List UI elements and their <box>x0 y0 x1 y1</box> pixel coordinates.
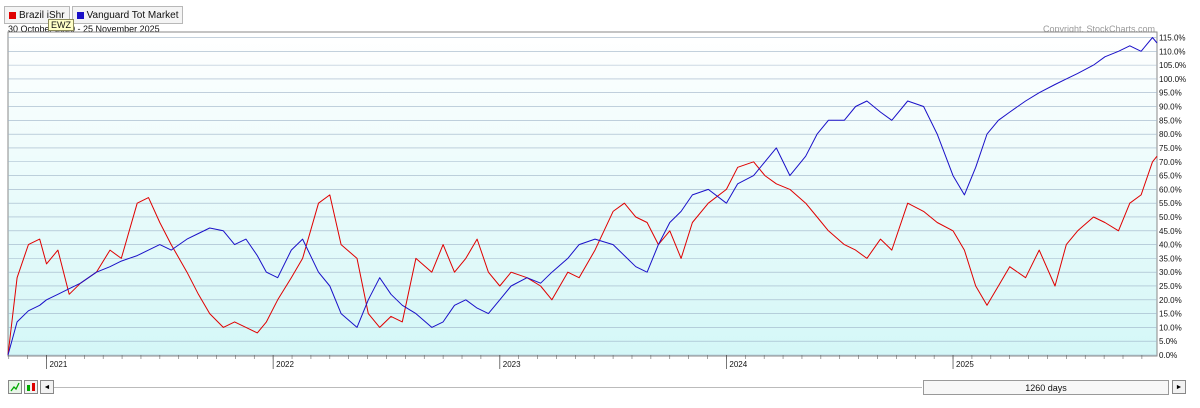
y-axis: 0.0% 5.0% 10.0% 15.0% 20.0% 25.0% 30.0% 35.0% 40… <box>1159 34 1186 360</box>
period-label: 1260 days <box>1025 382 1067 393</box>
y-tick-label: 5.0% <box>1159 337 1177 346</box>
y-tick-label: 100.0% <box>1159 75 1186 84</box>
y-tick-label: 75.0% <box>1159 144 1182 153</box>
y-tick-label: 40.0% <box>1159 241 1182 250</box>
scroll-left-button[interactable]: ◄ <box>40 380 54 394</box>
y-tick-label: 50.0% <box>1159 213 1182 222</box>
symbol-tooltip: EWZ <box>48 19 74 31</box>
y-tick-label: 110.0% <box>1159 47 1186 56</box>
bar-chart-icon <box>27 383 35 391</box>
x-axis: 2021 2022 2023 2024 2025 <box>8 355 1143 369</box>
series-lines <box>7 37 1158 356</box>
period-slider[interactable]: 1260 days <box>923 380 1169 395</box>
x-tick-label: 2022 <box>276 360 294 369</box>
bottom-toolbar: ◄ 1260 days ► <box>0 376 1200 400</box>
legend: Brazil iShr Vanguard Tot Market <box>4 6 184 24</box>
y-tick-label: 25.0% <box>1159 282 1182 291</box>
scroll-track[interactable] <box>54 387 922 388</box>
y-tick-label: 85.0% <box>1159 116 1182 125</box>
y-tick-label: 90.0% <box>1159 103 1182 112</box>
y-tick-label: 45.0% <box>1159 227 1182 236</box>
y-tick-label: 30.0% <box>1159 268 1182 277</box>
copyright-text: Copyright, StockCharts.com <box>1042 24 1155 34</box>
legend-swatch-brazil <box>9 11 16 19</box>
y-tick-label: 20.0% <box>1159 296 1182 305</box>
y-tick-label: 105.0% <box>1159 61 1186 70</box>
legend-label-vanguard: Vanguard Tot Market <box>86 9 179 21</box>
scroll-right-button[interactable]: ► <box>1172 380 1186 394</box>
performance-chart: 0.0% 5.0% 10.0% 15.0% 20.0% 25.0% 30.0% 35.0% 40… <box>7 31 1186 369</box>
y-tick-label: 15.0% <box>1159 310 1182 319</box>
chart-type-line-button[interactable] <box>8 380 22 394</box>
series-line-vanguard <box>7 37 1158 356</box>
x-tick-label: 2024 <box>729 360 747 369</box>
chart-type-bar-button[interactable] <box>24 380 38 394</box>
x-tick-label: 2021 <box>50 360 68 369</box>
legend-item-vanguard[interactable]: Vanguard Tot Market <box>71 6 184 24</box>
y-tick-label: 10.0% <box>1159 323 1182 332</box>
x-tick-label: 2025 <box>956 360 974 369</box>
plot-background <box>7 31 1158 357</box>
y-tick-label: 70.0% <box>1159 158 1182 167</box>
legend-swatch-vanguard <box>76 11 84 19</box>
scroll-right-icon: ► <box>1175 383 1183 391</box>
line-chart-icon <box>10 382 20 392</box>
legend-label-brazil: Brazil iShr <box>19 9 65 21</box>
y-tick-label: 95.0% <box>1159 89 1182 98</box>
scroll-left-icon: ◄ <box>43 383 51 391</box>
y-tick-label: 60.0% <box>1159 185 1182 194</box>
y-tick-label: 0.0% <box>1159 351 1177 360</box>
date-range-label: 30 October 2020 - 25 November 2025 <box>8 24 160 34</box>
y-tick-label: 65.0% <box>1159 172 1182 181</box>
y-tick-label: 35.0% <box>1159 254 1182 263</box>
y-tick-label: 55.0% <box>1159 199 1182 208</box>
x-tick-label: 2023 <box>503 360 521 369</box>
grid <box>8 37 1157 356</box>
series-line-brazil <box>7 155 1158 356</box>
y-tick-label: 115.0% <box>1159 34 1186 43</box>
y-tick-label: 80.0% <box>1159 130 1182 139</box>
